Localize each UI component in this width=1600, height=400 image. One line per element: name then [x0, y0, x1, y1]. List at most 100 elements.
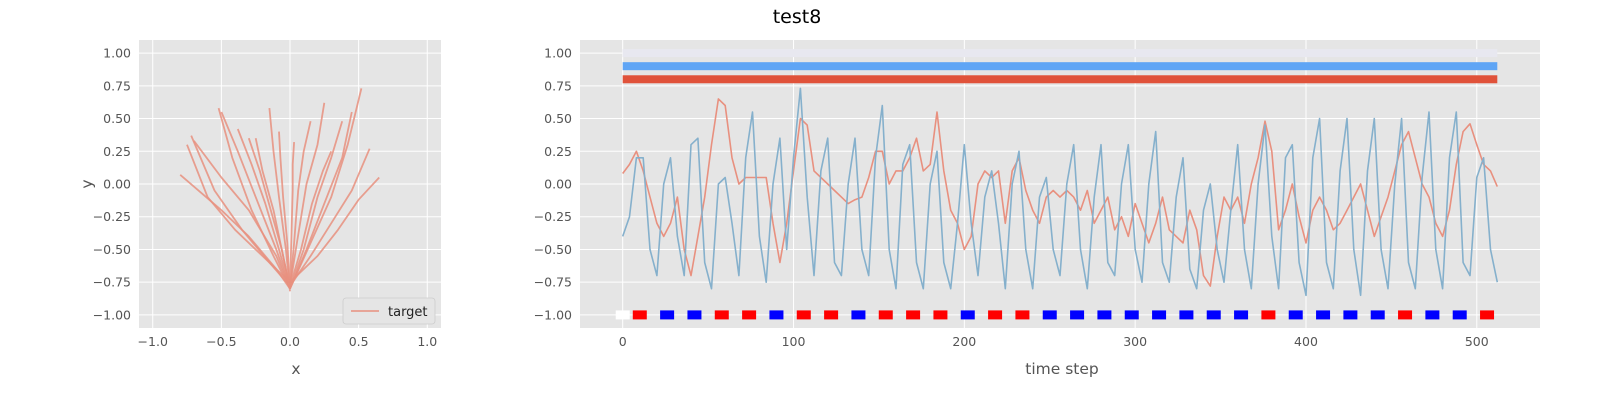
status-square — [988, 310, 1003, 320]
status-square — [632, 310, 647, 320]
target-trajectory-line — [220, 111, 291, 289]
status-square — [742, 310, 757, 320]
target-trajectory-line — [190, 135, 291, 287]
right-y-tick-label: 0.75 — [544, 78, 572, 93]
figure-title: test8 — [773, 6, 822, 28]
right-tick-labels: 0 100 200 300 400 500 −1.00 −0.75 −0.50 −0.25 0.00… — [534, 46, 1489, 349]
target-trajectory-line — [186, 144, 291, 283]
legend-box — [342, 297, 436, 325]
horizontal-bar — [622, 62, 1498, 71]
left-x-axis-label: x — [291, 360, 300, 378]
left-y-axis-label: y — [78, 179, 96, 188]
left-y-tick-label: 0.75 — [103, 78, 131, 93]
left-x-tick-label: −0.5 — [206, 334, 236, 349]
target-trajectory-line — [289, 148, 371, 287]
target-trajectory-line — [289, 120, 344, 289]
target-trajectory-line — [289, 102, 326, 287]
right-y-tick-label: 0.50 — [544, 111, 572, 126]
status-square — [1042, 310, 1057, 320]
status-square — [714, 310, 729, 320]
target-trajectory-line — [289, 176, 380, 283]
status-square — [1015, 310, 1030, 320]
status-square — [1234, 310, 1249, 320]
left-x-tick-label: 1.0 — [417, 334, 437, 349]
status-square — [1343, 310, 1358, 320]
status-square — [1124, 310, 1139, 320]
status-square — [687, 310, 702, 320]
right-y-tick-label: −0.75 — [534, 275, 572, 290]
status-square — [1480, 310, 1495, 320]
target-trajectory-line — [268, 108, 291, 292]
status-square — [1316, 310, 1331, 320]
status-square — [1179, 310, 1194, 320]
status-square — [1070, 310, 1085, 320]
right-squares — [615, 310, 1495, 320]
series-blue-line — [621, 87, 1499, 297]
status-square — [960, 310, 975, 320]
target-trajectory-line — [289, 120, 312, 289]
left-y-tick-label: −0.50 — [93, 242, 131, 257]
left-x-tick-label: 0.5 — [349, 334, 369, 349]
left-tick-labels: −1.0 −0.5 0.0 0.5 1.0 −1.00 −0.75 −0.50 −0.25 0.0… — [93, 46, 438, 349]
target-trajectory-line — [236, 128, 291, 289]
left-series-lines — [179, 88, 380, 292]
status-square — [1288, 310, 1303, 320]
legend: target — [342, 297, 436, 325]
right-horizontal-bars — [622, 49, 1498, 84]
right-y-tick-label: 1.00 — [544, 46, 572, 61]
right-y-tick-label: −1.00 — [534, 307, 572, 322]
right-x-tick-label: 200 — [952, 334, 976, 349]
right-x-tick-label: 500 — [1465, 334, 1489, 349]
right-y-tick-label: −0.25 — [534, 209, 572, 224]
right-y-tick-label: −0.50 — [534, 242, 572, 257]
status-square — [796, 310, 811, 320]
left-y-tick-label: 1.00 — [103, 46, 131, 61]
status-square — [660, 310, 675, 320]
legend-label-target: target — [388, 305, 428, 320]
target-trajectory-line — [289, 88, 363, 290]
right-y-tick-label: 0.00 — [544, 177, 572, 192]
status-square — [933, 310, 948, 320]
target-trajectory-line — [193, 140, 291, 290]
status-square — [1206, 310, 1221, 320]
left-y-tick-label: −0.25 — [93, 209, 131, 224]
left-y-tick-label: −0.75 — [93, 275, 131, 290]
status-square — [1370, 310, 1385, 320]
target-trajectory-line — [289, 142, 295, 289]
status-square — [1261, 310, 1276, 320]
target-trajectory-line — [278, 131, 291, 289]
left-y-tick-label: −1.00 — [93, 307, 131, 322]
status-square — [1097, 310, 1112, 320]
status-square — [1425, 310, 1440, 320]
right-chart: 0 100 200 300 400 500 −1.00 −0.75 −0.50 −0.25 0.00… — [534, 40, 1540, 378]
horizontal-bar — [622, 75, 1498, 84]
status-square — [615, 310, 630, 320]
status-square — [1398, 310, 1413, 320]
left-x-tick-label: 0.0 — [280, 334, 300, 349]
status-square — [769, 310, 784, 320]
left-chart: −1.0 −0.5 0.0 0.5 1.0 −1.00 −0.75 −0.50 −0.25 0.0… — [78, 40, 441, 378]
left-y-tick-label: 0.50 — [103, 111, 131, 126]
right-x-tick-label: 400 — [1294, 334, 1318, 349]
target-trajectory-line — [247, 137, 291, 289]
right-x-axis-label: time step — [1025, 360, 1098, 378]
status-square — [906, 310, 921, 320]
right-x-tick-label: 0 — [619, 334, 627, 349]
right-series-lines — [621, 87, 1499, 297]
right-y-tick-label: 0.25 — [544, 144, 572, 159]
right-x-tick-label: 100 — [782, 334, 806, 349]
status-square — [1152, 310, 1167, 320]
horizontal-bar — [622, 49, 1498, 58]
left-grid — [139, 40, 441, 328]
status-square — [851, 310, 866, 320]
status-square — [878, 310, 893, 320]
status-square — [824, 310, 839, 320]
target-trajectory-line — [217, 107, 291, 290]
left-x-tick-label: −1.0 — [138, 334, 168, 349]
right-x-tick-label: 300 — [1123, 334, 1147, 349]
left-y-tick-label: 0.25 — [103, 144, 131, 159]
left-y-tick-label: 0.00 — [103, 177, 131, 192]
target-trajectory-line — [289, 150, 333, 287]
status-square — [1452, 310, 1467, 320]
